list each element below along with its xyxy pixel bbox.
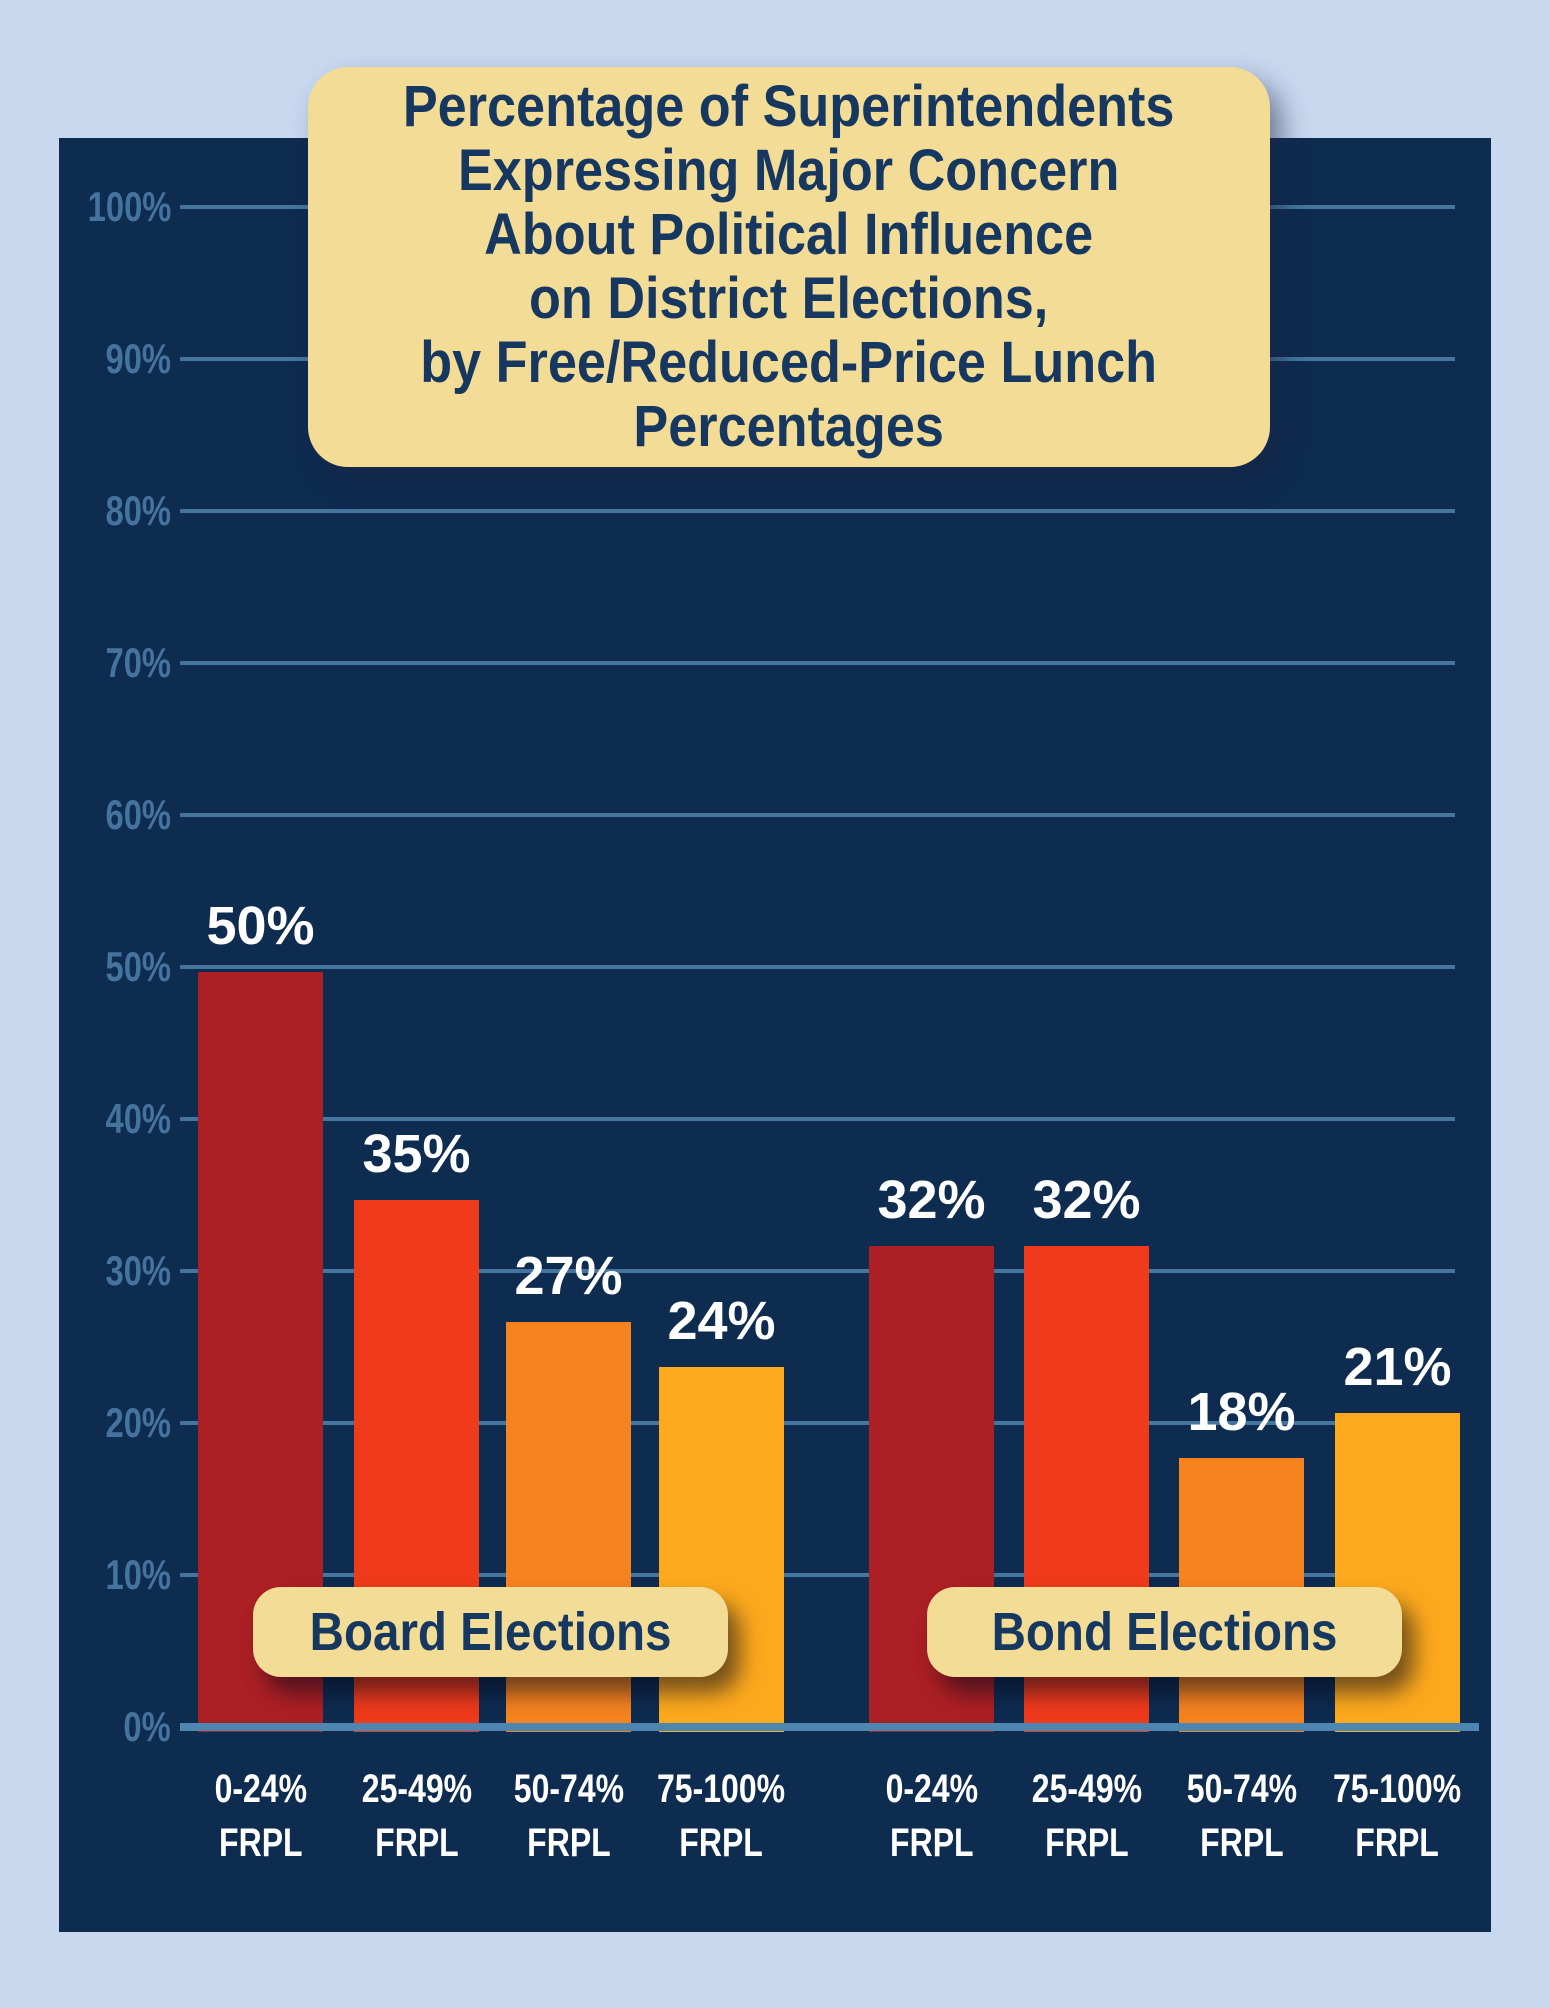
x-tick-text: 75-100% FRPL <box>1333 1767 1462 1865</box>
bar-value-bond-elections-25-49pct-frpl: 32% <box>1032 1169 1141 1230</box>
bar-value-board-elections-25-49pct-frpl: 35% <box>362 1124 471 1184</box>
board-elections-label-box: Board Elections <box>253 1587 728 1677</box>
gridline-60pct <box>180 813 1455 817</box>
x-tick-board-elections-25-49pct-frpl: 25-49% FRPL <box>307 1762 527 1870</box>
chart-title-box: Percentage of Superintendents Expressing… <box>308 67 1270 467</box>
chart-title-line: by Free/Reduced-Price Lunch <box>420 330 1158 395</box>
bar-value-bond-elections-0-24pct-frpl: 32% <box>877 1169 986 1230</box>
gridline-10pct <box>180 1573 1455 1577</box>
y-tick-text: 80% <box>105 487 171 534</box>
board-elections-label: Board Elections <box>309 1602 672 1662</box>
y-tick-text: 30% <box>105 1247 171 1294</box>
gridline-20pct <box>180 1421 1455 1425</box>
y-tick-70pct: 70% <box>59 635 171 691</box>
bar-value-board-elections-0-24pct-frpl: 50% <box>206 896 315 956</box>
y-tick-40pct: 40% <box>59 1091 171 1147</box>
y-tick-10pct: 10% <box>59 1547 171 1603</box>
y-tick-text: 0% <box>123 1703 171 1750</box>
bond-elections-label: Bond Elections <box>991 1602 1338 1662</box>
bar-value-board-elections-50-74pct-frpl: 27% <box>514 1245 623 1306</box>
x-tick-text: 25-49% FRPL <box>361 1767 472 1865</box>
gridline-50pct <box>180 965 1455 969</box>
x-tick-bond-elections-75-100pct-frpl: 75-100% FRPL <box>1288 1762 1508 1870</box>
bar-value-bond-elections-75-100pct-frpl: 21% <box>1343 1336 1452 1397</box>
bar-value-bond-elections-50-74pct-frpl: 18% <box>1187 1382 1296 1443</box>
chart-title-line: Percentages <box>633 394 945 459</box>
x-tick-text: 25-49% FRPL <box>1031 1767 1142 1865</box>
x-tick-bond-elections-25-49pct-frpl: 25-49% FRPL <box>977 1762 1197 1870</box>
gridline-80pct <box>180 509 1455 513</box>
y-tick-0pct: 0% <box>59 1699 171 1755</box>
chart-title-line: About Political Influence <box>484 202 1094 267</box>
x-tick-board-elections-50-74pct-frpl: 50-74% FRPL <box>459 1762 679 1870</box>
x-tick-text: 0-24% FRPL <box>885 1767 978 1865</box>
bond-elections-label-box: Bond Elections <box>927 1587 1402 1677</box>
y-tick-text: 10% <box>105 1551 171 1598</box>
x-tick-text: 75-100% FRPL <box>657 1767 786 1865</box>
y-tick-text: 60% <box>105 791 171 838</box>
gridline-70pct <box>180 661 1455 665</box>
y-tick-60pct: 60% <box>59 787 171 843</box>
y-tick-20pct: 20% <box>59 1395 171 1451</box>
x-tick-board-elections-0-24pct-frpl: 0-24% FRPL <box>151 1762 371 1870</box>
y-tick-text: 90% <box>105 335 171 382</box>
x-tick-bond-elections-50-74pct-frpl: 50-74% FRPL <box>1132 1762 1352 1870</box>
x-axis-line <box>180 1723 1479 1731</box>
y-tick-80pct: 80% <box>59 483 171 539</box>
x-tick-text: 50-74% FRPL <box>1186 1767 1297 1865</box>
y-tick-100pct: 100% <box>59 179 171 235</box>
x-tick-bond-elections-0-24pct-frpl: 0-24% FRPL <box>822 1762 1042 1870</box>
x-tick-board-elections-75-100pct-frpl: 75-100% FRPL <box>612 1762 832 1870</box>
bar-value-board-elections-75-100pct-frpl: 24% <box>667 1291 776 1352</box>
gridline-30pct <box>180 1269 1455 1273</box>
chart-title-line: on District Elections, <box>529 266 1049 331</box>
y-tick-90pct: 90% <box>59 331 171 387</box>
bar-board-elections-75-100pct-frpl <box>659 1367 784 1732</box>
chart-title-line: Percentage of Superintendents <box>403 74 1175 139</box>
y-tick-text: 50% <box>105 943 171 990</box>
x-tick-text: 50-74% FRPL <box>513 1767 624 1865</box>
y-tick-50pct: 50% <box>59 939 171 995</box>
y-tick-text: 70% <box>105 639 171 686</box>
y-tick-text: 20% <box>105 1399 171 1446</box>
chart-title: Percentage of Superintendents Expressing… <box>403 75 1175 459</box>
x-tick-text: 0-24% FRPL <box>214 1767 307 1865</box>
y-tick-text: 40% <box>105 1095 171 1142</box>
y-tick-30pct: 30% <box>59 1243 171 1299</box>
y-tick-text: 100% <box>87 183 171 230</box>
chart-title-line: Expressing Major Concern <box>458 138 1120 203</box>
bar-bond-elections-75-100pct-frpl <box>1335 1412 1460 1732</box>
gridline-40pct <box>180 1117 1455 1121</box>
